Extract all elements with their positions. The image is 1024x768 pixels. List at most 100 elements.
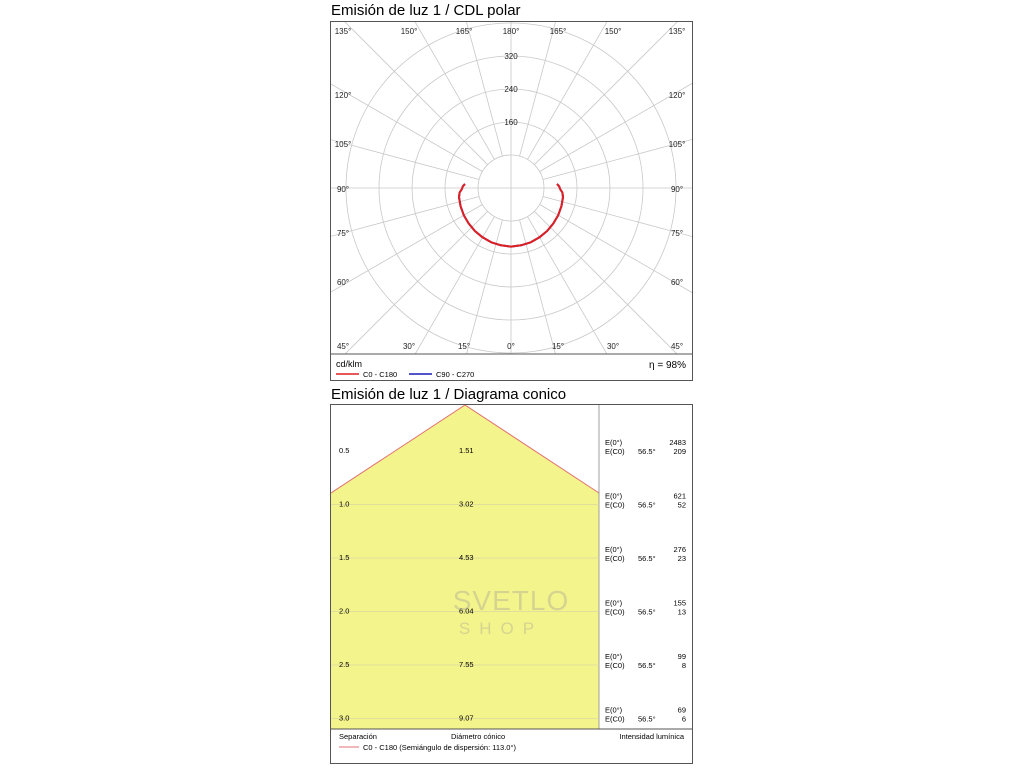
polar-unit-label: cd/klm [336,359,362,369]
polar-radial-labels: 160 240 320 [504,52,518,127]
polar-angle-label-right: 120° [669,91,686,100]
polar-efficiency: η = 98% [649,360,686,371]
polar-curves [458,183,564,248]
polar-radial-label: 240 [504,85,518,94]
polar-radial-label: 320 [504,52,518,61]
polar-curve-c0-c180 [458,183,564,248]
polar-grid-ray-315 [344,211,488,354]
cone-ec0-label: E(C0) [605,554,625,563]
polar-chart-panel: 135° 150° 165° 180° 165° 150° 135° 45° 30° 15° 0° 1… [330,21,693,381]
cone-legend-label: C0 - C180 (Semiángulo de dispersión: 113… [363,743,516,752]
cone-ec0-label: E(C0) [605,447,625,456]
cone-ec0-label: E(C0) [605,608,625,617]
polar-grid-ray-135 [534,22,678,165]
cone-separation-value: 2.0 [339,607,349,616]
polar-grid [331,22,692,354]
cone-angle-value: 56.5° [638,715,656,724]
polar-grid-ray-285 [331,196,480,237]
polar-angle-label-top: 150° [605,27,622,36]
footer-intensity-label: Intensidad lumínica [619,732,684,741]
svetlo-shop-watermark: SVETLO SHOP [453,585,569,638]
polar-grid-ray-45 [534,211,678,354]
cone-separation-value: 2.5 [339,660,349,669]
polar-grid-ray-165 [519,22,556,157]
polar-angle-label-bottom: 30° [607,342,619,351]
polar-grid-ray-255 [331,139,480,180]
polar-grid-ray-330 [414,216,495,354]
footer-separation-label: Separación [339,732,377,741]
polar-grid-ray-15 [519,219,556,354]
polar-grid-ray-240 [331,83,483,172]
cone-ec0-label: E(C0) [605,715,625,724]
polar-angle-label-bottom: 45° [337,342,349,351]
footer-diameter-label: Diámetro cónico [451,732,505,741]
cone-chart-panel: 0.5 1.51 E(0°) 2483 E(C0) 56.5° 209 1.0 3.02 E(0°… [330,404,693,764]
polar-angle-label-right: 90° [671,185,683,194]
polar-grid-ray-210 [414,22,495,160]
polar-grid-ray-105 [542,139,692,180]
cone-diameter-value: 1.51 [459,446,474,455]
cone-e0-value: 155 [673,599,686,608]
polar-angle-label-left: 105° [335,140,352,149]
cone-diameter-value: 3.02 [459,500,474,509]
polar-chart-title: Emisión de luz 1 / CDL polar [331,2,521,19]
polar-grid-ray-30 [527,216,608,354]
polar-radial-label: 160 [504,118,518,127]
polar-chart: 135° 150° 165° 180° 165° 150° 135° 45° 30° 15° 0° 1… [331,22,692,379]
polar-grid-ray-120 [539,83,692,172]
cone-separation-value: 1.0 [339,500,349,509]
polar-angle-label-left: 60° [337,278,349,287]
cone-e0-label: E(0°) [605,599,623,608]
cone-shape [330,404,600,729]
cone-diameter-value: 6.04 [459,607,474,616]
cone-diameter-value: 4.53 [459,553,474,562]
polar-angle-label-bottom: 45° [671,342,683,351]
polar-angle-label-left: 120° [335,91,352,100]
polar-angle-label-top: 180° [503,27,520,36]
cone-e0-label: E(0°) [605,492,623,501]
polar-angle-label-bottom: 15° [552,342,564,351]
cone-ec0-label: E(C0) [605,661,625,670]
cone-angle-value: 56.5° [638,661,656,670]
cone-ec0-value: 13 [678,608,686,617]
cone-ec0-value: 6 [682,715,686,724]
polar-grid-ray-225 [344,22,488,165]
cone-edge-left [330,404,466,494]
cone-e0-label: E(0°) [605,652,623,661]
polar-grid-ray-345 [466,219,503,354]
cone-diameter-value: 7.55 [459,660,474,669]
cone-e0-value: 99 [678,652,686,661]
cone-e0-value: 2483 [669,438,686,447]
polar-angle-label-right: 75° [671,229,683,238]
polar-angle-label-bottom: 30° [403,342,415,351]
polar-angle-label-top: 165° [550,27,567,36]
cone-fill [331,405,599,729]
cone-e0-value: 276 [673,545,686,554]
cone-rows: 0.5 1.51 E(0°) 2483 E(C0) 56.5° 209 1.0 3.02 E(0°… [331,438,686,724]
polar-angle-label-left: 90° [337,185,349,194]
polar-angle-label-top: 135° [335,27,352,36]
cone-angle-value: 56.5° [638,554,656,563]
cone-e0-label: E(0°) [605,706,623,715]
polar-angle-label-bottom: 0° [507,342,515,351]
cone-diagram: 0.5 1.51 E(0°) 2483 E(C0) 56.5° 209 1.0 3.02 E(0°… [330,404,692,752]
cone-separation-value: 1.5 [339,553,349,562]
polar-angle-label-bottom: 15° [458,342,470,351]
watermark-line1: SVETLO [453,585,569,616]
cone-e0-value: 69 [678,706,686,715]
cone-separation-value: 0.5 [339,446,349,455]
cone-ec0-label: E(C0) [605,501,625,510]
cone-separation-value: 3.0 [339,714,349,723]
cone-angle-value: 56.5° [638,501,656,510]
polar-grid-ray-60 [539,204,692,293]
polar-grid-ray-195 [466,22,503,157]
watermark-line2: SHOP [459,619,543,638]
polar-angle-label-top: 165° [456,27,473,36]
polar-grid-ray-75 [542,196,692,237]
cone-e0-label: E(0°) [605,438,623,447]
cone-angle-value: 56.5° [638,608,656,617]
legend-label-c90: C90 - C270 [436,370,474,379]
polar-angle-label-top: 150° [401,27,418,36]
cone-diameter-value: 9.07 [459,714,474,723]
cone-e0-value: 621 [673,492,686,501]
